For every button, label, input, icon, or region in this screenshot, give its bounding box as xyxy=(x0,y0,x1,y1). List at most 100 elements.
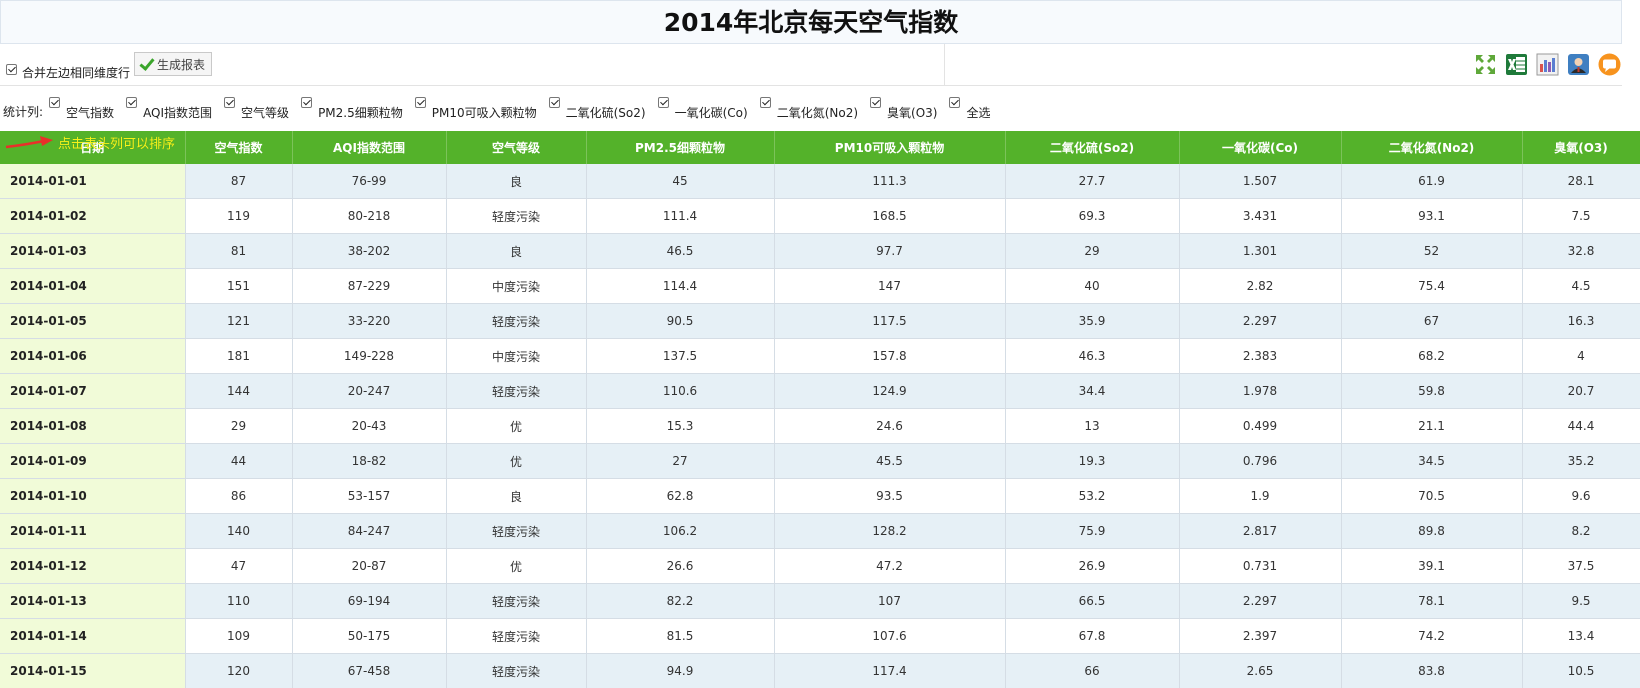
table-cell: 111.3 xyxy=(774,164,1006,199)
stat-column-option[interactable]: 臭氧(O3) xyxy=(866,95,937,121)
table-cell: 107.6 xyxy=(774,618,1006,654)
table-cell: 137.5 xyxy=(586,338,775,374)
excel-export-icon[interactable] xyxy=(1504,52,1529,77)
column-header[interactable]: 日期 xyxy=(0,131,186,164)
stat-column-checkbox[interactable] xyxy=(414,97,426,108)
table-cell: 优 xyxy=(446,443,587,479)
table-row: 2014-01-06 181 149-228 中度污染 137.5 157.8 46.3 2.… xyxy=(0,338,1640,374)
stat-column-option[interactable]: 全选 xyxy=(945,95,990,121)
stat-column-checkbox[interactable] xyxy=(870,97,882,108)
column-header[interactable]: 空气等级 xyxy=(446,131,587,164)
fullscreen-icon[interactable] xyxy=(1473,52,1498,77)
user-profile-icon[interactable] xyxy=(1566,52,1591,77)
table-cell: 26.9 xyxy=(1005,548,1180,584)
stat-column-checkbox[interactable] xyxy=(759,97,771,108)
stat-column-option[interactable]: PM2.5细颗粒物 xyxy=(297,95,403,121)
column-header[interactable]: 空气指数 xyxy=(185,131,293,164)
stat-column-checkbox[interactable] xyxy=(49,97,61,108)
stat-column-option[interactable]: 二氧化氮(No2) xyxy=(756,95,858,121)
column-header[interactable]: PM2.5细颗粒物 xyxy=(586,131,775,164)
column-header[interactable]: AQI指数范围 xyxy=(292,131,447,164)
date-cell: 2014-01-15 xyxy=(0,653,186,688)
table-cell: 89.8 xyxy=(1341,513,1523,549)
table-cell: 47 xyxy=(185,548,293,584)
table-cell: 24.6 xyxy=(774,408,1006,444)
table-cell: 27 xyxy=(586,443,775,479)
table-cell: 9.6 xyxy=(1522,478,1640,514)
stat-column-checkbox[interactable] xyxy=(548,97,560,108)
stat-column-option[interactable]: 空气指数 xyxy=(45,95,114,121)
stat-column-checkbox[interactable] xyxy=(224,97,236,108)
table-cell: 37.5 xyxy=(1522,548,1640,584)
table-cell: 74.2 xyxy=(1341,618,1523,654)
chart-icon[interactable] xyxy=(1535,52,1560,77)
table-cell: 110 xyxy=(185,583,293,619)
table-cell: 151 xyxy=(185,268,293,304)
stat-column-option[interactable]: AQI指数范围 xyxy=(122,95,212,121)
table-cell: 2.397 xyxy=(1179,618,1342,654)
stat-column-option[interactable]: 空气等级 xyxy=(220,95,289,121)
stat-column-checkbox[interactable] xyxy=(126,97,138,108)
table-cell: 121 xyxy=(185,303,293,339)
merge-rows-option[interactable]: 合并左边相同维度行 xyxy=(6,58,130,81)
table-cell: 1.507 xyxy=(1179,164,1342,199)
table-cell: 83.8 xyxy=(1341,653,1523,688)
table-cell: 33-220 xyxy=(292,303,447,339)
table-cell: 45 xyxy=(586,164,775,199)
table-cell: 157.8 xyxy=(774,338,1006,374)
table-cell: 轻度污染 xyxy=(446,618,587,654)
stat-column-checkbox[interactable] xyxy=(657,97,669,108)
stat-column-checkbox[interactable] xyxy=(949,97,961,108)
date-cell: 2014-01-10 xyxy=(0,478,186,514)
date-cell: 2014-01-13 xyxy=(0,583,186,619)
table-cell: 良 xyxy=(446,478,587,514)
table-cell: 59.8 xyxy=(1341,373,1523,409)
column-header[interactable]: PM10可吸入颗粒物 xyxy=(774,131,1006,164)
table-cell: 良 xyxy=(446,164,587,199)
stat-column-option[interactable]: PM10可吸入颗粒物 xyxy=(411,95,537,121)
table-cell: 3.431 xyxy=(1179,198,1342,234)
table-row: 2014-01-13 110 69-194 轻度污染 82.2 107 66.5 2.297 7… xyxy=(0,583,1640,619)
table-cell: 38-202 xyxy=(292,233,447,269)
date-cell: 2014-01-07 xyxy=(0,373,186,409)
stat-column-label: 空气指数 xyxy=(66,106,115,120)
table-cell: 46.3 xyxy=(1005,338,1180,374)
column-header[interactable]: 臭氧(O3) xyxy=(1522,131,1640,164)
table-cell: 轻度污染 xyxy=(446,583,587,619)
date-cell: 2014-01-03 xyxy=(0,233,186,269)
table-cell: 78.1 xyxy=(1341,583,1523,619)
page-title: 2014年北京每天空气指数 xyxy=(0,0,1622,44)
table-cell: 124.9 xyxy=(774,373,1006,409)
stat-column-checkbox[interactable] xyxy=(301,97,313,108)
table-cell: 117.4 xyxy=(774,653,1006,688)
stat-column-option[interactable]: 二氧化硫(So2) xyxy=(545,95,646,121)
table-cell: 45.5 xyxy=(774,443,1006,479)
column-header[interactable]: 二氧化硫(So2) xyxy=(1005,131,1180,164)
toolbar: 合并左边相同维度行 生成报表 xyxy=(0,44,1622,86)
table-row: 2014-01-04 151 87-229 中度污染 114.4 147 40 2.82 75.… xyxy=(0,268,1640,304)
merge-rows-checkbox[interactable] xyxy=(6,64,17,75)
table-cell: 40 xyxy=(1005,268,1180,304)
date-cell: 2014-01-01 xyxy=(0,164,186,199)
table-cell: 18-82 xyxy=(292,443,447,479)
table-cell: 76-99 xyxy=(292,164,447,199)
column-header[interactable]: 一氧化碳(Co) xyxy=(1179,131,1342,164)
table-cell: 2.383 xyxy=(1179,338,1342,374)
table-cell: 轻度污染 xyxy=(446,303,587,339)
table-row: 2014-01-07 144 20-247 轻度污染 110.6 124.9 34.4 1.9… xyxy=(0,373,1640,409)
date-cell: 2014-01-12 xyxy=(0,548,186,584)
table-cell: 0.731 xyxy=(1179,548,1342,584)
comment-icon[interactable] xyxy=(1597,52,1622,77)
table-cell: 20-87 xyxy=(292,548,447,584)
column-header[interactable]: 二氧化氮(No2) xyxy=(1341,131,1523,164)
generate-report-button[interactable]: 生成报表 xyxy=(134,52,213,76)
stat-column-option[interactable]: 一氧化碳(Co) xyxy=(654,95,748,121)
stat-column-label: 全选 xyxy=(966,106,991,120)
table-cell: 87 xyxy=(185,164,293,199)
table-cell: 69-194 xyxy=(292,583,447,619)
table-cell: 21.1 xyxy=(1341,408,1523,444)
table-cell: 28.1 xyxy=(1522,164,1640,199)
table-cell: 46.5 xyxy=(586,233,775,269)
table-cell: 35.9 xyxy=(1005,303,1180,339)
